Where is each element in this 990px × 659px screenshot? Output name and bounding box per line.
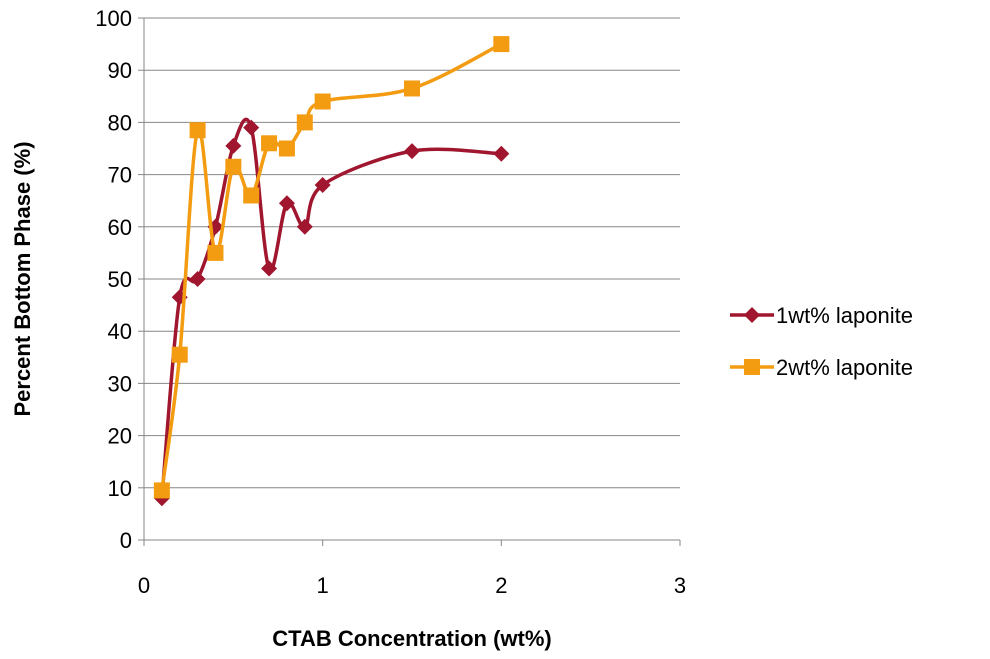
legend-entry-1: 1wt% laponite <box>730 303 913 328</box>
y-tick-label-7: 70 <box>108 163 132 188</box>
y-tick-label-8: 80 <box>108 110 132 135</box>
y-tick-label-2: 20 <box>108 424 132 449</box>
x-tick-label-3: 3 <box>674 573 686 598</box>
x-axis-title: CTAB Concentration (wt%) <box>272 626 551 651</box>
data-point-s1-4 <box>225 137 242 154</box>
data-point-s2-3 <box>207 244 224 261</box>
data-point-s2-11 <box>493 36 510 53</box>
legend-label-2: 2wt% laponite <box>776 355 913 380</box>
data-point-s1-5 <box>243 119 260 136</box>
data-point-s1-7 <box>278 195 295 212</box>
series-line-2 <box>160 42 504 493</box>
series-layer <box>153 36 510 507</box>
data-point-s1-11 <box>493 145 510 162</box>
data-point-s1-6 <box>261 260 278 277</box>
y-tick-label-9: 90 <box>108 58 132 83</box>
x-tick-label-2: 2 <box>495 573 507 598</box>
y-axis-ticks: 0 10 20 30 40 50 60 70 80 90 100 <box>95 6 144 553</box>
y-tick-label-3: 30 <box>108 371 132 396</box>
legend-marker-1 <box>744 307 760 323</box>
y-tick-label-0: 0 <box>120 528 132 553</box>
data-point-s2-9 <box>314 93 331 110</box>
legend: 1wt% laponite 2wt% laponite <box>730 303 913 380</box>
data-point-s2-10 <box>404 80 420 97</box>
data-point-s2-0 <box>153 482 170 499</box>
x-tick-label-1: 1 <box>317 573 329 598</box>
data-point-s1-2 <box>189 271 206 287</box>
y-tick-label-4: 40 <box>108 319 132 344</box>
data-point-s1-10 <box>404 143 420 160</box>
legend-entry-2: 2wt% laponite <box>730 355 913 380</box>
y-axis-title: Percent Bottom Phase (%) <box>10 141 35 416</box>
data-point-s2-6 <box>261 135 278 152</box>
data-point-s2-5 <box>243 187 260 204</box>
data-point-s2-4 <box>225 158 242 175</box>
data-point-s1-9 <box>314 177 331 194</box>
y-tick-label-10: 100 <box>95 6 132 31</box>
legend-label-1: 1wt% laponite <box>776 303 913 328</box>
y-tick-label-6: 60 <box>108 215 132 240</box>
x-tick-label-0: 0 <box>138 573 150 598</box>
data-point-s2-1 <box>171 346 188 363</box>
data-point-s1-8 <box>296 218 313 235</box>
series-line-1 <box>160 117 504 500</box>
series-2 <box>153 36 510 499</box>
legend-marker-2 <box>744 359 760 375</box>
y-tick-label-5: 50 <box>108 267 132 292</box>
data-point-s2-8 <box>296 114 313 131</box>
data-point-s2-2 <box>189 122 206 139</box>
data-point-s2-7 <box>278 140 295 157</box>
y-tick-label-1: 10 <box>108 476 132 501</box>
x-axis-ticks: 0 1 2 3 <box>138 540 686 598</box>
